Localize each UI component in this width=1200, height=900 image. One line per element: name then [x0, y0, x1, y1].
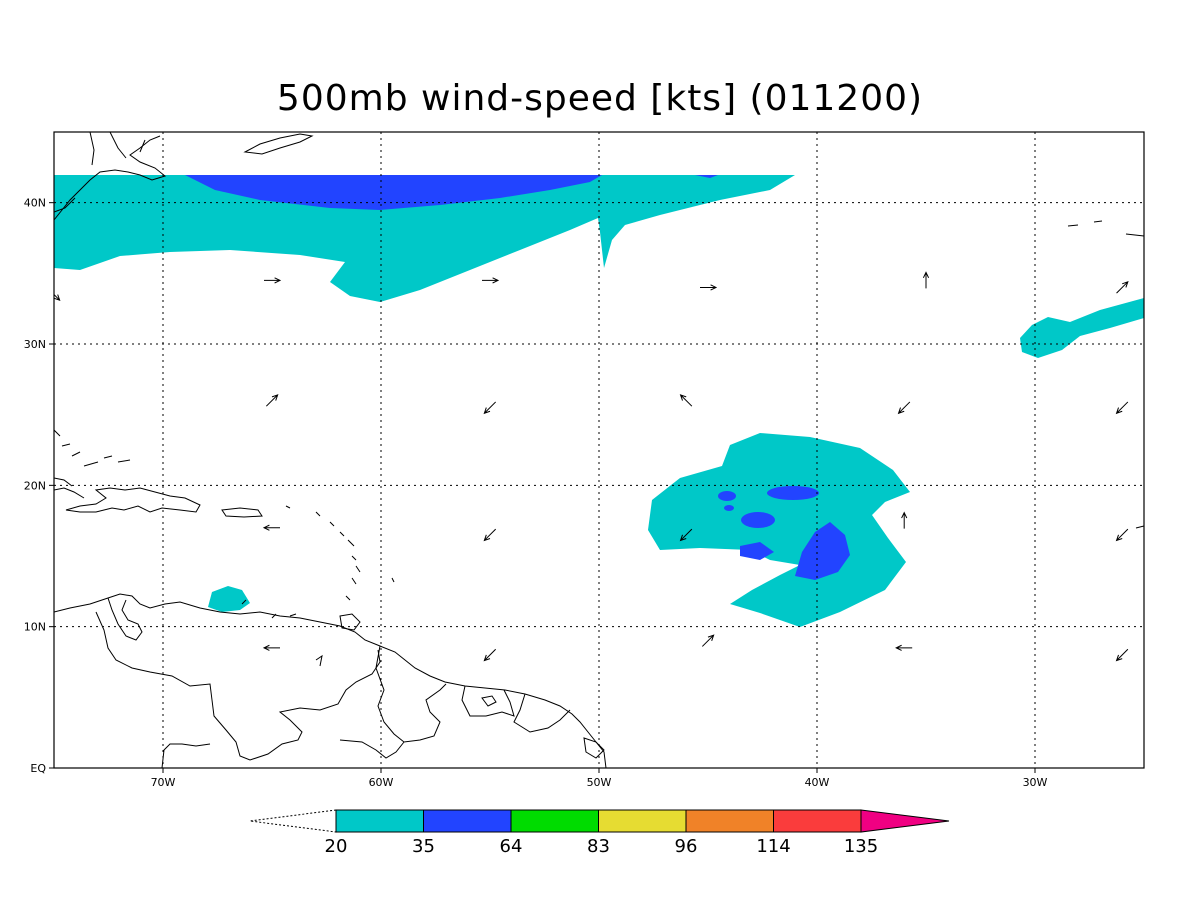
wind-vector-arrow [264, 277, 282, 284]
wind-vector-arrow [895, 644, 913, 651]
x-tick-label: 30W [1023, 776, 1048, 789]
border-brazil [339, 739, 405, 759]
colorbar-box [335, 809, 424, 833]
coast-puerto-rico [221, 507, 263, 518]
coast-lesser-antilles [285, 505, 395, 601]
disturbance-core-6 [795, 522, 850, 580]
disturbance-core-3 [767, 486, 819, 500]
wind-vector-arrow [1115, 528, 1129, 542]
y-tick-label: 30N [24, 338, 46, 351]
grid-lines [54, 132, 1144, 768]
colorbar-box [773, 809, 862, 833]
wind-vector-arrow [1115, 401, 1129, 415]
coast-northeast-us [54, 135, 167, 221]
coast-south-america [54, 593, 607, 768]
wind-vector-arrow [262, 524, 280, 531]
x-tick-label: 60W [369, 776, 394, 789]
wind-vector-arrow [701, 634, 715, 647]
coast-nova-scotia [243, 133, 314, 155]
wind-vector-arrow [1116, 280, 1129, 294]
coast-trinidad [339, 613, 361, 631]
wind-vector-arrow [483, 401, 497, 415]
colorbar-label: 114 [756, 836, 790, 857]
wind-vector-arrow [483, 648, 497, 662]
disturbance-core-1 [718, 491, 736, 501]
colorbar-label: 83 [587, 836, 610, 857]
y-tick-label: 40N [24, 197, 46, 210]
colorbar-label: 35 [412, 836, 435, 857]
coastlines [54, 132, 1144, 768]
colorbar-high-triangle [860, 809, 950, 833]
coast-lake-maracaibo [107, 597, 143, 641]
colorbar-label: 20 [325, 836, 348, 857]
jet-band-light [54, 175, 795, 302]
coast-hispaniola [65, 487, 201, 513]
colorbar-box [598, 809, 687, 833]
tick-labels: 70W 60W 50W 40W 30W EQ 10N 20N 30N 40N [24, 197, 1048, 789]
border-guyana [375, 645, 447, 743]
y-tick-label: 20N [24, 479, 46, 492]
coast-amazon-delta [481, 695, 497, 707]
wind-speed-shading [54, 175, 1144, 627]
border-suriname [461, 685, 515, 717]
colorbar-label: 135 [844, 836, 878, 857]
colorbar-label: 96 [675, 836, 698, 857]
wind-vector-arrow [901, 511, 908, 529]
coast-canary [1135, 525, 1144, 529]
map-title: 500mb wind-speed [kts] (011200) [276, 78, 924, 119]
coast-azores [1067, 220, 1144, 237]
border-colombia-venezuela [95, 611, 381, 761]
wind-vector-arrow [922, 271, 930, 289]
colorbar-label: 64 [500, 836, 523, 857]
wind-vector-arrow [54, 293, 61, 302]
coast-central-america [161, 743, 211, 768]
disturbance-light [648, 433, 910, 627]
disturbance-core-2 [724, 505, 734, 511]
colorbar: 20 35 64 83 96 114 135 [249, 809, 950, 857]
y-tick-label: EQ [30, 762, 46, 775]
x-tick-label: 70W [151, 776, 176, 789]
caribbean-patch [208, 586, 250, 612]
wind-vector-arrow [700, 284, 718, 291]
wind-vector-arrow [482, 277, 500, 284]
wind-vector-arrow [483, 528, 497, 542]
coast-small-islands [241, 599, 323, 667]
wind-vector-arrow [679, 394, 693, 407]
wind-vector-arrow [262, 644, 280, 651]
wind-vector-arrow [679, 528, 693, 542]
y-tick-label: 10N [24, 621, 46, 634]
colorbar-box [685, 809, 774, 833]
x-tick-label: 50W [587, 776, 612, 789]
coast-cuba [54, 487, 85, 499]
colorbar-low-triangle [249, 809, 337, 833]
coast-marajo [583, 737, 605, 759]
coast-bahamas [54, 429, 131, 487]
x-tick-label: 40W [805, 776, 830, 789]
colorbar-box [510, 809, 599, 833]
wind-vector-arrow [897, 401, 911, 415]
jet-band-core-small [695, 175, 718, 178]
jet-band-core [185, 175, 602, 210]
wind-vector-arrow [1115, 648, 1129, 662]
border-french-guiana [513, 693, 571, 733]
wind-vector-arrow [265, 394, 279, 407]
east-band [1020, 298, 1144, 358]
coast-canada-inland [89, 132, 146, 166]
colorbar-box [423, 809, 512, 833]
disturbance-core-5 [740, 542, 774, 560]
disturbance-core-4 [741, 512, 775, 528]
wind-vectors [54, 271, 1129, 662]
